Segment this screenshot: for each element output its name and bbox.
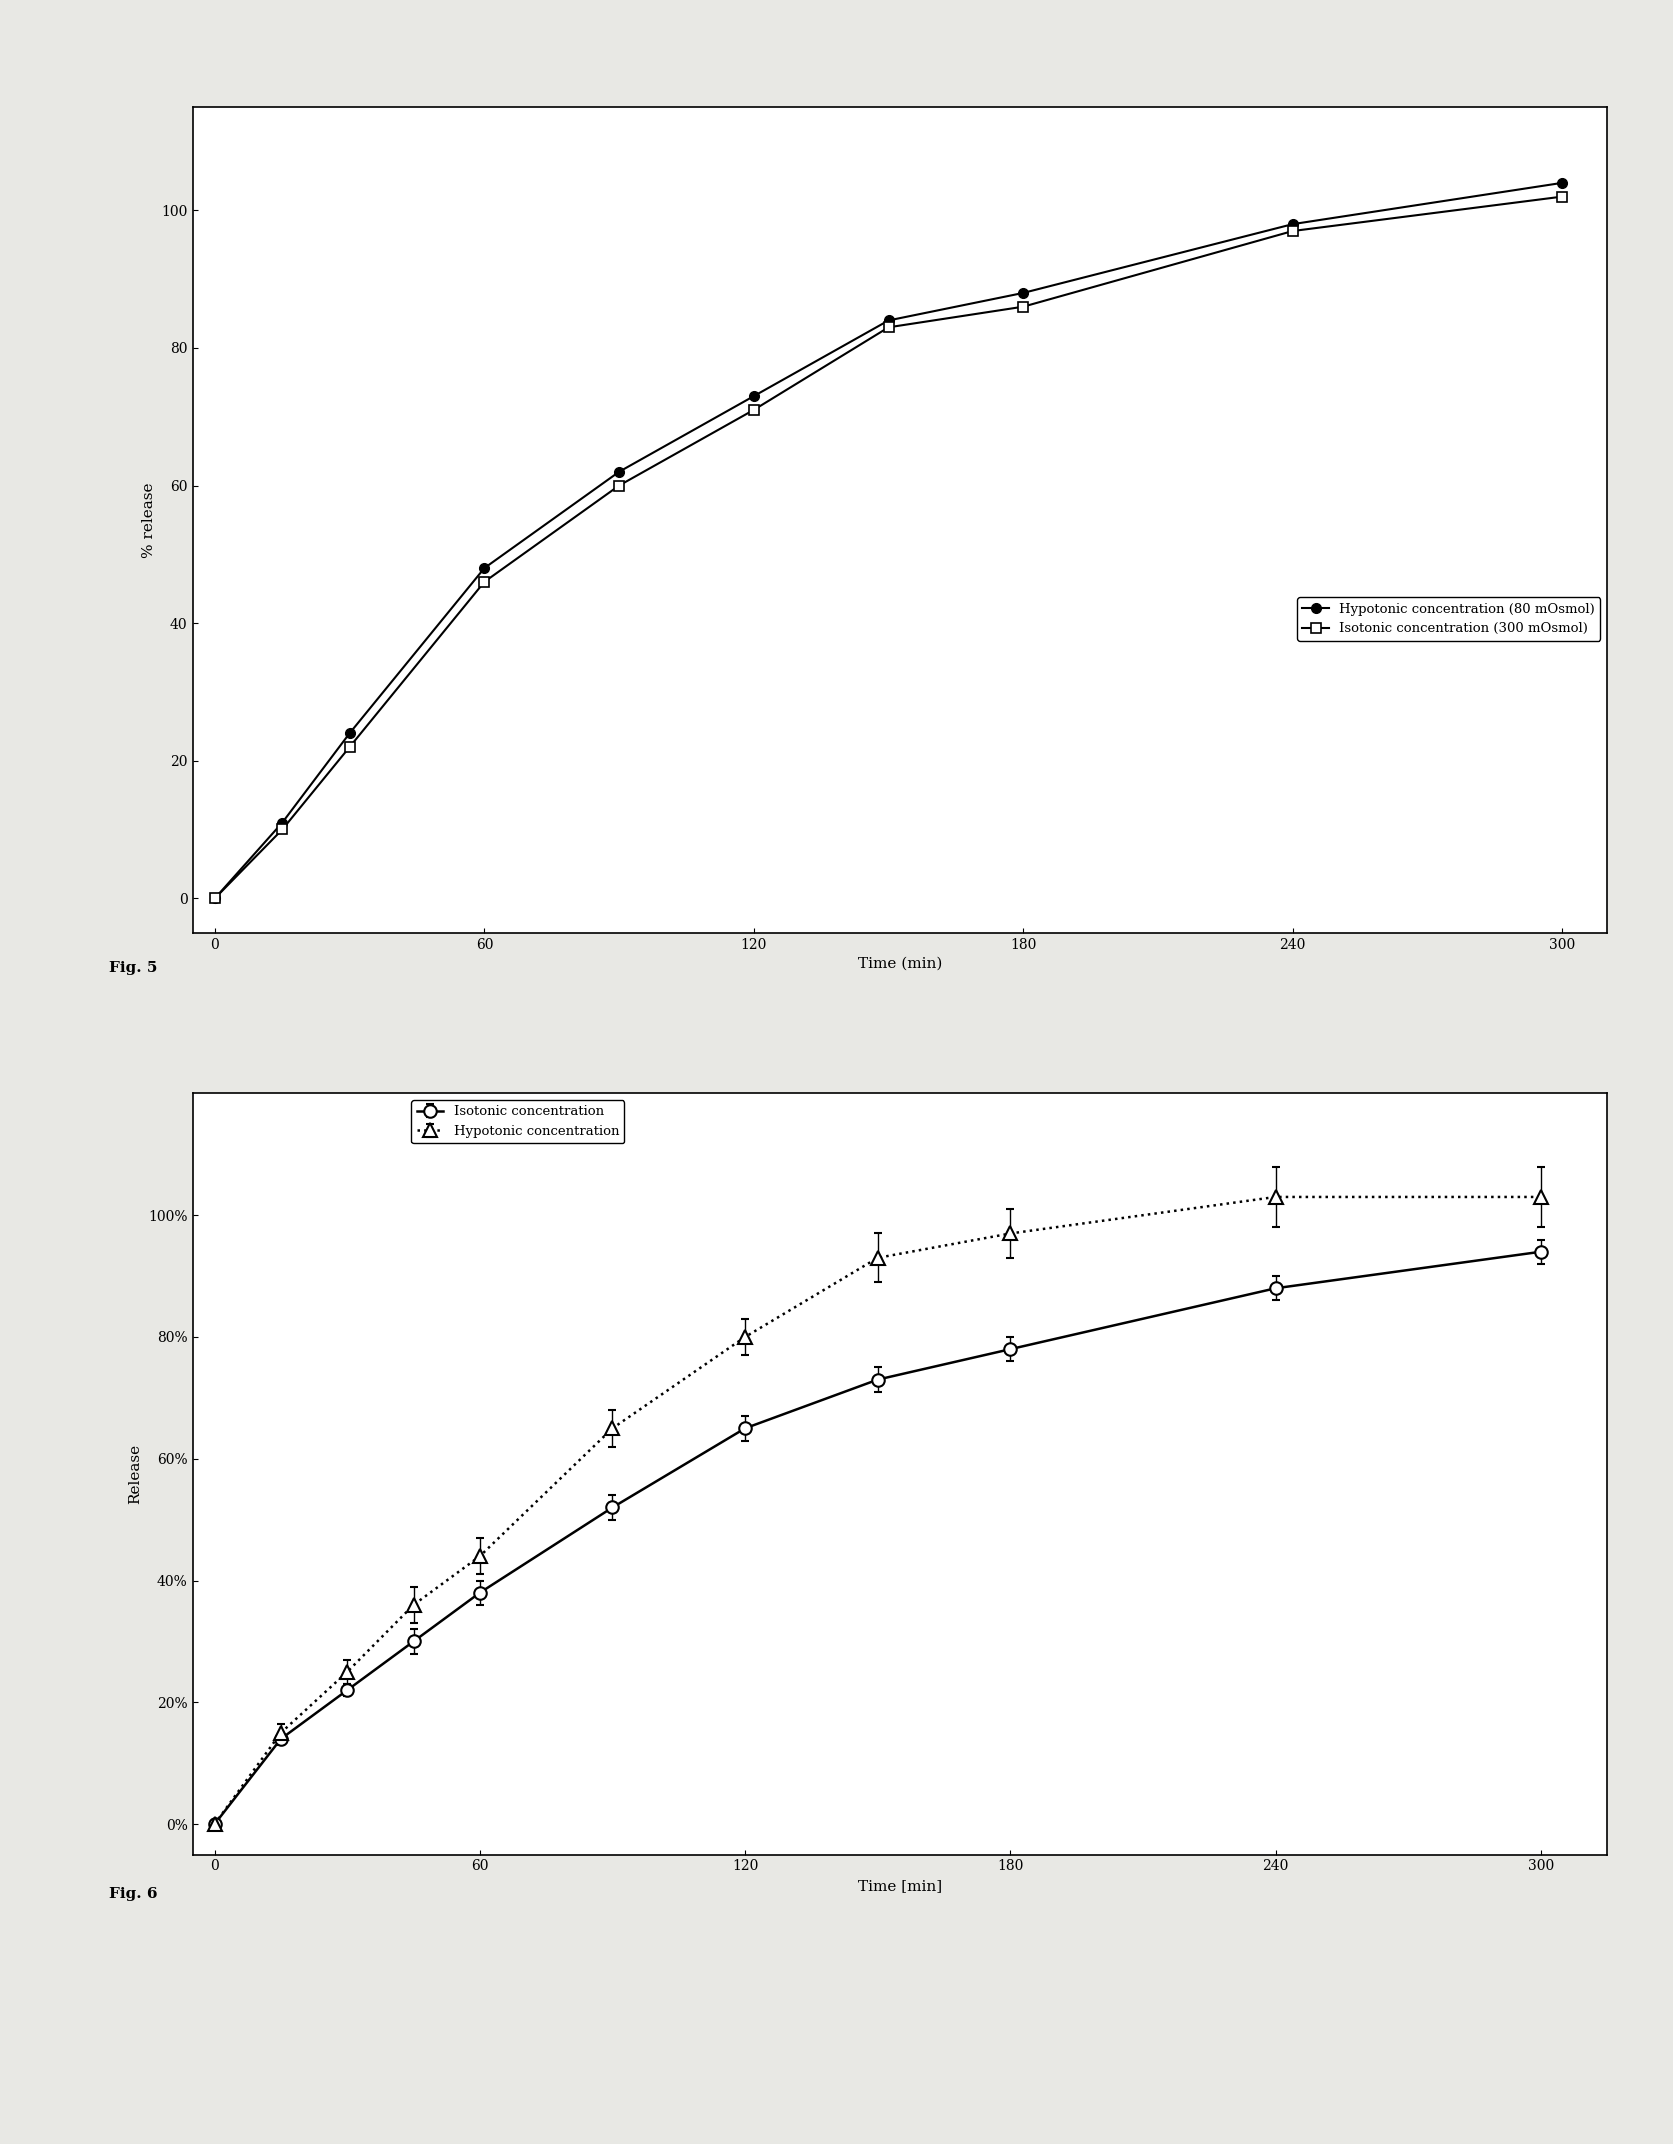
- Isotonic concentration (300 mOsmol): [1012, 294, 1032, 319]
- Isotonic concentration (300 mOsmol): [1551, 184, 1571, 210]
- Isotonic concentration (300 mOsmol): [609, 472, 629, 497]
- X-axis label: Time [min]: Time [min]: [857, 1878, 942, 1893]
- Legend: Isotonic concentration, Hypotonic concentration: Isotonic concentration, Hypotonic concen…: [412, 1100, 624, 1143]
- Line: Isotonic concentration (300 mOsmol): Isotonic concentration (300 mOsmol): [211, 191, 1566, 903]
- X-axis label: Time (min): Time (min): [857, 956, 942, 971]
- Isotonic concentration (300 mOsmol): [743, 397, 763, 422]
- Hypotonic concentration (80 mOsmol): [273, 810, 293, 836]
- Hypotonic concentration (80 mOsmol): [1282, 212, 1302, 238]
- Isotonic concentration (300 mOsmol): [473, 568, 494, 594]
- Text: Fig. 5: Fig. 5: [109, 961, 157, 976]
- Hypotonic concentration (80 mOsmol): [1012, 281, 1032, 307]
- Line: Hypotonic concentration (80 mOsmol): Hypotonic concentration (80 mOsmol): [211, 178, 1566, 903]
- Hypotonic concentration (80 mOsmol): [473, 555, 494, 581]
- Hypotonic concentration (80 mOsmol): [878, 307, 898, 332]
- Text: Fig. 6: Fig. 6: [109, 1887, 157, 1902]
- Hypotonic concentration (80 mOsmol): [609, 459, 629, 485]
- Isotonic concentration (300 mOsmol): [204, 885, 224, 911]
- Hypotonic concentration (80 mOsmol): [1551, 169, 1571, 195]
- Y-axis label: % release: % release: [142, 482, 156, 557]
- Hypotonic concentration (80 mOsmol): [743, 384, 763, 410]
- Hypotonic concentration (80 mOsmol): [204, 885, 224, 911]
- Isotonic concentration (300 mOsmol): [1282, 219, 1302, 244]
- Isotonic concentration (300 mOsmol): [273, 817, 293, 843]
- Isotonic concentration (300 mOsmol): [878, 315, 898, 341]
- Isotonic concentration (300 mOsmol): [340, 733, 360, 759]
- Y-axis label: Release: Release: [129, 1443, 142, 1505]
- Hypotonic concentration (80 mOsmol): [340, 720, 360, 746]
- Legend: Hypotonic concentration (80 mOsmol), Isotonic concentration (300 mOsmol): Hypotonic concentration (80 mOsmol), Iso…: [1297, 598, 1599, 641]
